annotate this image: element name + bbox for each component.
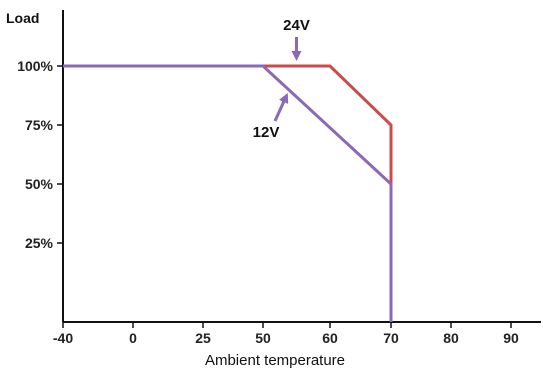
x-tick-label: 80 [443, 330, 459, 346]
series-line-12v [63, 64, 393, 322]
y-tick-label: 25% [25, 235, 54, 251]
x-tick-label: 50 [255, 330, 271, 346]
y-tick-label: 50% [25, 176, 54, 192]
annotation-label-24v: 24V [283, 17, 310, 34]
series-line-24v [63, 64, 393, 184]
x-tick-label: 0 [129, 330, 137, 346]
annotation-label-12v: 12V [253, 124, 280, 141]
x-tick-label: 90 [503, 330, 519, 346]
y-axis-title: Load [6, 10, 39, 26]
annotation-layer: 24V 12V [253, 17, 310, 141]
y-tick-label: 100% [17, 58, 53, 74]
x-tick-label: 25 [195, 330, 211, 346]
x-tick-label: 70 [383, 330, 399, 346]
axis-layer: 100% 75% 50% 25% -40 0 25 50 60 70 80 90 [17, 10, 541, 346]
annotation-arrow-12v [273, 92, 289, 122]
series-layer [63, 64, 393, 322]
y-tick-label: 75% [25, 117, 54, 133]
x-tick-label: -40 [53, 330, 73, 346]
x-axis-title: Ambient temperature [205, 352, 345, 369]
x-tick-label: 60 [322, 330, 338, 346]
